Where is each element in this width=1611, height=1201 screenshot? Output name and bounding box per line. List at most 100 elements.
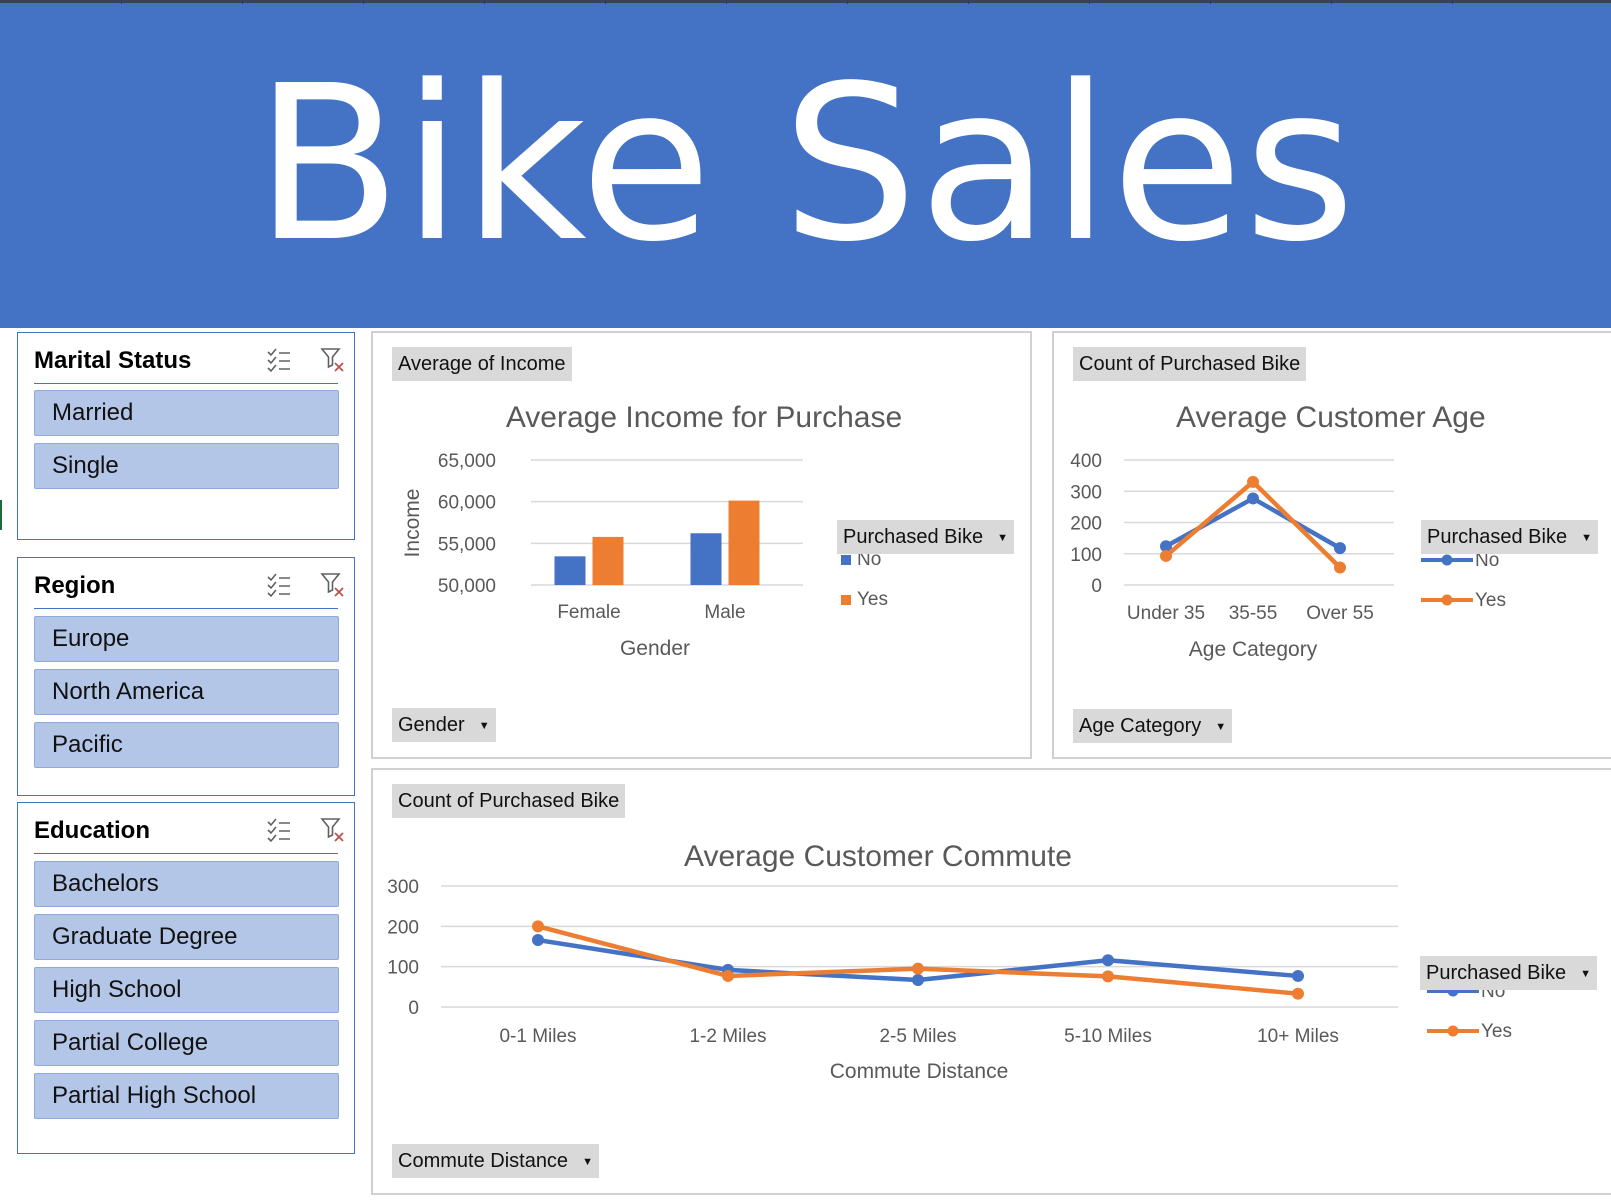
axis-field-button[interactable]: Commute Distance ▼ — [392, 1144, 599, 1178]
sheet-gridline — [363, 0, 364, 4]
y-tick-label: 300 — [387, 877, 419, 898]
legend-field-button[interactable]: Purchased Bike ▼ — [1420, 956, 1597, 990]
sheet-grid-edge — [0, 0, 1611, 3]
y-tick-label: 0 — [1091, 576, 1102, 597]
value-field-button[interactable]: Count of Purchased Bike — [392, 784, 626, 818]
legend-field-label: Purchased Bike — [1426, 962, 1567, 984]
dropdown-arrow-icon: ▼ — [582, 1155, 593, 1168]
slicer-item[interactable]: Married — [34, 390, 339, 436]
data-point — [1247, 475, 1259, 488]
slicer-item[interactable]: Europe — [34, 616, 339, 662]
chart-title: Average Income for Purchase — [505, 401, 903, 434]
axis-field-button[interactable]: Age Category ▼ — [1073, 709, 1233, 743]
sheet-gridline — [605, 0, 606, 4]
data-point — [912, 973, 924, 986]
x-axis-title: Gender — [620, 637, 690, 660]
x-tick-label: 1-2 Miles — [689, 1026, 766, 1047]
clear-filter-icon[interactable] — [320, 347, 346, 373]
data-point — [912, 962, 924, 975]
slicer-item[interactable]: Partial High School — [34, 1073, 339, 1119]
dropdown-arrow-icon: ▼ — [1580, 967, 1591, 980]
y-tick-label: 65,000 — [438, 451, 496, 472]
slicer-header: Education — [34, 813, 344, 854]
legend-entry: Yes — [1475, 590, 1506, 611]
slicer-marital-status[interactable]: Marital Status Married Single — [17, 332, 355, 540]
x-tick-label: Male — [704, 602, 745, 623]
legend-swatch — [841, 555, 851, 565]
legend-field-label: Purchased Bike — [843, 526, 984, 548]
y-tick-label: 0 — [408, 998, 419, 1019]
slicer-header: Region — [34, 568, 344, 609]
axis-field-label: Age Category — [1079, 715, 1202, 737]
data-point — [1102, 970, 1114, 983]
legend-field-button[interactable]: Purchased Bike ▼ — [1421, 520, 1598, 554]
slicer-item[interactable]: Single — [34, 443, 339, 489]
pivot-chart-age[interactable]: Count of Purchased Bike Average Customer… — [1052, 331, 1611, 759]
slicer-item[interactable]: Bachelors — [34, 861, 339, 907]
multi-select-icon[interactable] — [266, 817, 292, 843]
multi-select-icon[interactable] — [266, 347, 292, 373]
x-tick-label: Female — [557, 602, 620, 623]
clear-filter-icon[interactable] — [320, 817, 346, 843]
data-point — [722, 969, 734, 982]
bar-no-female — [554, 556, 586, 585]
clear-filter-icon[interactable] — [320, 572, 346, 598]
income-bar-chart: 50,000 55,000 60,000 65,000 Female Male Gender… — [401, 451, 888, 660]
x-tick-label: 2-5 Miles — [879, 1026, 956, 1047]
x-tick-label: 0-1 Miles — [499, 1026, 576, 1047]
sheet-gridline — [726, 0, 727, 4]
slicer-region[interactable]: Region Europe North America Pacific — [17, 557, 355, 796]
data-point — [1247, 492, 1259, 505]
sheet-edge-marker — [0, 500, 2, 530]
slicer-item[interactable]: Partial College — [34, 1020, 339, 1066]
legend-entry: Yes — [857, 589, 888, 610]
data-point — [1102, 954, 1114, 967]
axis-field-button[interactable]: Gender ▼ — [392, 708, 496, 742]
y-tick-label: 60,000 — [438, 493, 496, 514]
x-axis-title: Commute Distance — [830, 1060, 1009, 1083]
sheet-gridline — [1452, 0, 1453, 4]
y-tick-label: 200 — [1070, 514, 1102, 535]
x-tick-label: 5-10 Miles — [1064, 1026, 1152, 1047]
sheet-gridline — [121, 0, 122, 4]
dropdown-arrow-icon: ▼ — [997, 531, 1008, 544]
dropdown-arrow-icon: ▼ — [1581, 531, 1592, 544]
slicer-item[interactable]: Graduate Degree — [34, 914, 339, 960]
x-tick-label: 10+ Miles — [1257, 1026, 1339, 1047]
slicer-education[interactable]: Education Bachelors Graduate Degree High… — [17, 802, 355, 1154]
bar-no-male — [690, 533, 722, 585]
y-tick-label: 100 — [387, 958, 419, 979]
x-axis-title: Age Category — [1189, 638, 1318, 661]
slicer-item[interactable]: North America — [34, 669, 339, 715]
y-tick-label: 300 — [1070, 482, 1102, 503]
legend-marker — [1441, 594, 1453, 606]
legend-swatch — [841, 595, 851, 605]
age-line-chart: 0 100 200 300 400 Under 35 35-55 Over 55 Age Cat… — [1070, 451, 1506, 661]
data-point — [1292, 969, 1304, 982]
chart-title: Average Customer Age — [1176, 401, 1486, 434]
x-tick-label: Over 55 — [1306, 603, 1374, 624]
dropdown-arrow-icon: ▼ — [1215, 720, 1227, 733]
data-point — [1334, 542, 1346, 555]
pivot-chart-commute[interactable]: Count of Purchased Bike Average Customer… — [371, 768, 1611, 1195]
slicer-item[interactable]: Pacific — [34, 722, 339, 768]
legend-field-button[interactable]: Purchased Bike ▼ — [837, 520, 1014, 554]
sheet-gridline — [484, 0, 485, 4]
axis-field-label: Commute Distance — [398, 1150, 569, 1172]
y-axis-title: Income — [401, 489, 424, 558]
sheet-gridline — [1089, 0, 1090, 4]
sheet-gridline — [847, 0, 848, 4]
multi-select-icon[interactable] — [266, 572, 292, 598]
value-field-button[interactable]: Average of Income — [392, 347, 572, 381]
legend-marker — [1447, 1025, 1459, 1037]
slicer-item[interactable]: High School — [34, 967, 339, 1013]
pivot-chart-income[interactable]: Average of Income Average Income for Pur… — [371, 331, 1032, 759]
legend-entry: No — [1475, 550, 1499, 571]
data-point — [1292, 987, 1304, 1000]
slicer-title: Education — [34, 817, 151, 844]
x-tick-label: 35-55 — [1229, 603, 1278, 624]
value-field-button[interactable]: Count of Purchased Bike — [1073, 347, 1307, 381]
y-tick-label: 400 — [1070, 451, 1102, 472]
bar-yes-female — [592, 536, 624, 585]
slicer-header: Marital Status — [34, 343, 344, 384]
